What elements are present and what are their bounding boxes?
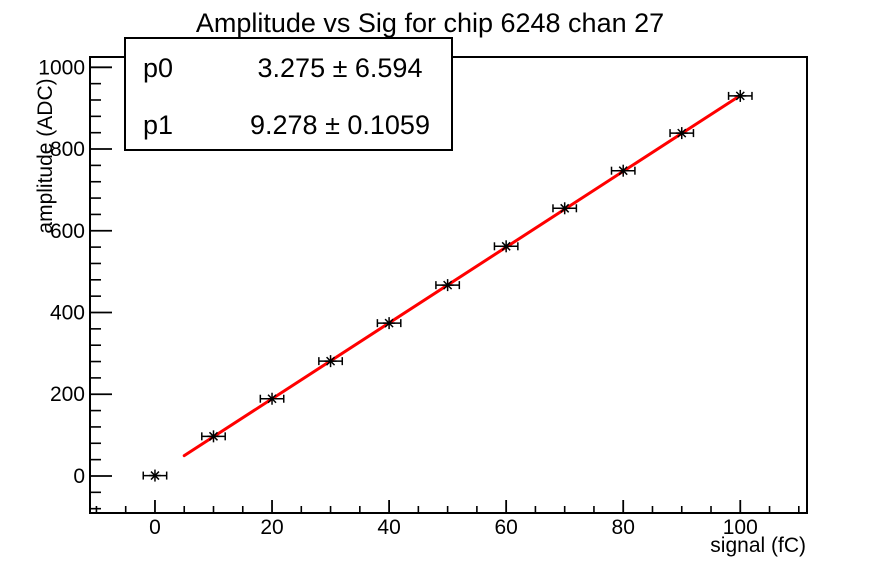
stats-p0-value: 3.275 ± 6.594 xyxy=(258,53,423,83)
x-tick-label: 0 xyxy=(149,516,161,539)
stats-box-frame xyxy=(124,37,453,151)
y-tick-label: 400 xyxy=(50,302,85,325)
asterisk-marker xyxy=(560,203,570,213)
data-point xyxy=(493,240,519,253)
stats-box: p0 3.275 ± 6.594 p1 9.278 ± 0.1059 xyxy=(124,37,453,151)
stats-p1-label: p1 xyxy=(143,110,173,140)
x-tick-label: 100 xyxy=(723,516,758,539)
fit-line xyxy=(182,93,742,458)
x-tick-label: 80 xyxy=(612,516,635,539)
stats-p1-value: 9.278 ± 0.1059 xyxy=(250,110,430,140)
data-point xyxy=(435,279,461,292)
asterisk-marker xyxy=(443,280,453,290)
y-tick-label: 0 xyxy=(73,465,85,488)
x-tick-label: 20 xyxy=(260,516,283,539)
asterisk-marker xyxy=(150,471,160,481)
asterisk-marker xyxy=(326,356,336,366)
data-point xyxy=(727,89,753,102)
data-point xyxy=(552,202,578,215)
asterisk-marker xyxy=(735,91,745,101)
x-tick-label: 60 xyxy=(494,516,517,539)
data-point xyxy=(318,355,344,368)
data-series xyxy=(142,89,753,482)
x-tick-label: 40 xyxy=(377,516,400,539)
y-tick-label: 200 xyxy=(50,383,85,406)
asterisk-marker xyxy=(384,318,394,328)
data-point xyxy=(201,430,226,443)
x-axis-title: signal (fC) xyxy=(710,534,806,557)
y-tick-label: 1000 xyxy=(38,56,85,79)
y-axis-title: amplitude (ADC) xyxy=(34,78,57,233)
plot-title: Amplitude vs Sig for chip 6248 chan 27 xyxy=(196,8,664,38)
data-point xyxy=(610,164,636,177)
asterisk-marker xyxy=(618,166,628,176)
asterisk-marker xyxy=(501,241,511,251)
data-point xyxy=(669,127,695,140)
asterisk-marker xyxy=(677,128,687,138)
asterisk-marker xyxy=(208,431,219,441)
asterisk-marker xyxy=(267,394,277,404)
y-tick-label: 800 xyxy=(50,138,85,161)
data-point xyxy=(259,392,285,405)
y-tick-label: 600 xyxy=(50,220,85,243)
stats-p0-label: p0 xyxy=(143,53,173,83)
data-point xyxy=(142,469,168,482)
data-point xyxy=(376,317,402,330)
